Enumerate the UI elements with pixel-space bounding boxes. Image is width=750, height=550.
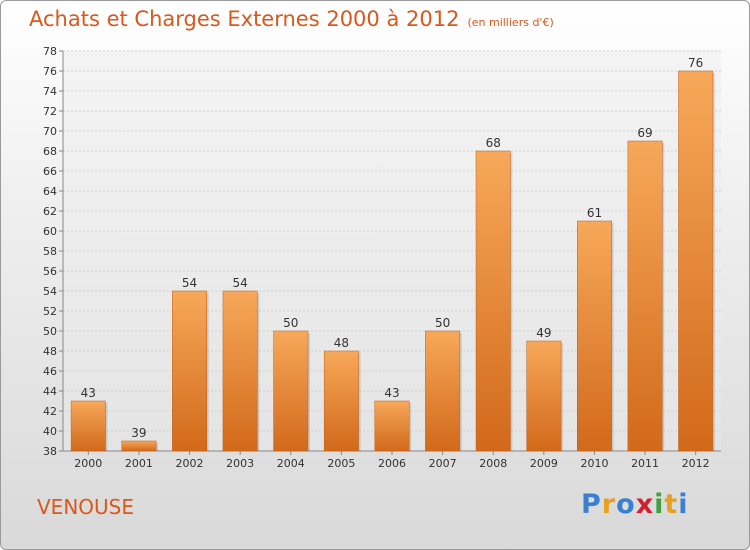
bars: 43 39 54 54 50 48 43 50 68 49 61 69 76 <box>70 56 715 452</box>
y-tick-label: 78 <box>43 45 57 58</box>
bar-value-label: 39 <box>131 426 146 440</box>
bar-value-label: 50 <box>435 316 450 330</box>
y-tick-label: 64 <box>43 185 57 198</box>
x-tick-label: 2004 <box>277 457 305 470</box>
bar-value-label: 49 <box>536 326 551 340</box>
x-tick-label: 2007 <box>429 457 457 470</box>
logo-letter: r <box>601 489 617 520</box>
bar <box>222 290 258 452</box>
chart-title: Achats et Charges Externes 2000 à 2012 (e… <box>29 7 554 31</box>
bar-value-label: 61 <box>587 206 602 220</box>
y-tick-label: 76 <box>43 65 57 78</box>
logo-letter: t <box>664 489 679 520</box>
x-tick-label: 2008 <box>479 457 507 470</box>
x-tick-label: 2009 <box>530 457 558 470</box>
y-tick-label: 38 <box>43 445 57 458</box>
x-tick-label: 2005 <box>327 457 355 470</box>
bar <box>425 330 461 452</box>
y-tick-label: 72 <box>43 105 57 118</box>
bar-value-label: 69 <box>637 126 652 140</box>
bar <box>70 400 106 452</box>
bar-value-label: 43 <box>81 386 96 400</box>
logo-letter: o <box>616 489 636 520</box>
x-tick-label: 2001 <box>125 457 153 470</box>
y-tick-label: 50 <box>43 325 57 338</box>
y-tick-label: 54 <box>43 285 57 298</box>
bar <box>172 290 207 452</box>
logo-letter: i <box>654 489 665 520</box>
bar-value-label: 43 <box>384 386 399 400</box>
y-tick-label: 70 <box>43 125 57 138</box>
bar <box>678 70 714 452</box>
y-tick-label: 62 <box>43 205 57 218</box>
bar <box>374 400 410 452</box>
x-tick-label: 2011 <box>631 457 659 470</box>
x-tick-label: 2006 <box>378 457 406 470</box>
y-axis: 38 40 42 44 46 48 50 52 54 56 58 60 62 64 66 68 70 72 74 76… <box>43 45 721 458</box>
bar <box>577 220 612 452</box>
y-tick-label: 58 <box>43 245 57 258</box>
bar-value-label: 68 <box>486 136 501 150</box>
logo-letter: i <box>678 489 689 520</box>
x-tick-label: 2012 <box>682 457 710 470</box>
proxiti-logo: Proxiti <box>581 489 689 520</box>
y-tick-label: 46 <box>43 365 57 378</box>
bar <box>627 140 663 452</box>
y-tick-label: 68 <box>43 145 57 158</box>
x-axis: 2000 2001 2002 2003 2004 2005 2006 2007 2008 2009… <box>74 451 710 470</box>
bar <box>323 350 359 452</box>
bar-value-label: 48 <box>334 336 349 350</box>
y-tick-label: 74 <box>43 85 57 98</box>
x-tick-label: 2002 <box>176 457 204 470</box>
bar <box>475 150 511 452</box>
y-tick-label: 66 <box>43 165 57 178</box>
x-tick-label: 2010 <box>580 457 608 470</box>
logo-letter: P <box>581 489 602 520</box>
bar-value-label: 50 <box>283 316 298 330</box>
x-tick-label: 2000 <box>74 457 102 470</box>
logo-letter: x <box>635 489 655 520</box>
y-tick-label: 42 <box>43 405 57 418</box>
bar <box>526 340 562 452</box>
bar-value-label: 54 <box>182 276 197 290</box>
bar-value-label: 54 <box>233 276 248 290</box>
y-tick-label: 44 <box>43 385 57 398</box>
y-tick-label: 48 <box>43 345 57 358</box>
y-tick-label: 60 <box>43 225 57 238</box>
town-name: VENOUSE <box>37 495 134 519</box>
y-tick-label: 52 <box>43 305 57 318</box>
y-tick-label: 40 <box>43 425 57 438</box>
y-tick-label: 56 <box>43 265 57 278</box>
chart-title-text: Achats et Charges Externes 2000 à 2012 <box>29 7 460 31</box>
bar <box>273 330 309 452</box>
x-tick-label: 2003 <box>226 457 254 470</box>
bar-value-label: 76 <box>688 56 703 70</box>
chart-unit: (en milliers d'€) <box>467 16 554 29</box>
bar <box>121 440 157 452</box>
